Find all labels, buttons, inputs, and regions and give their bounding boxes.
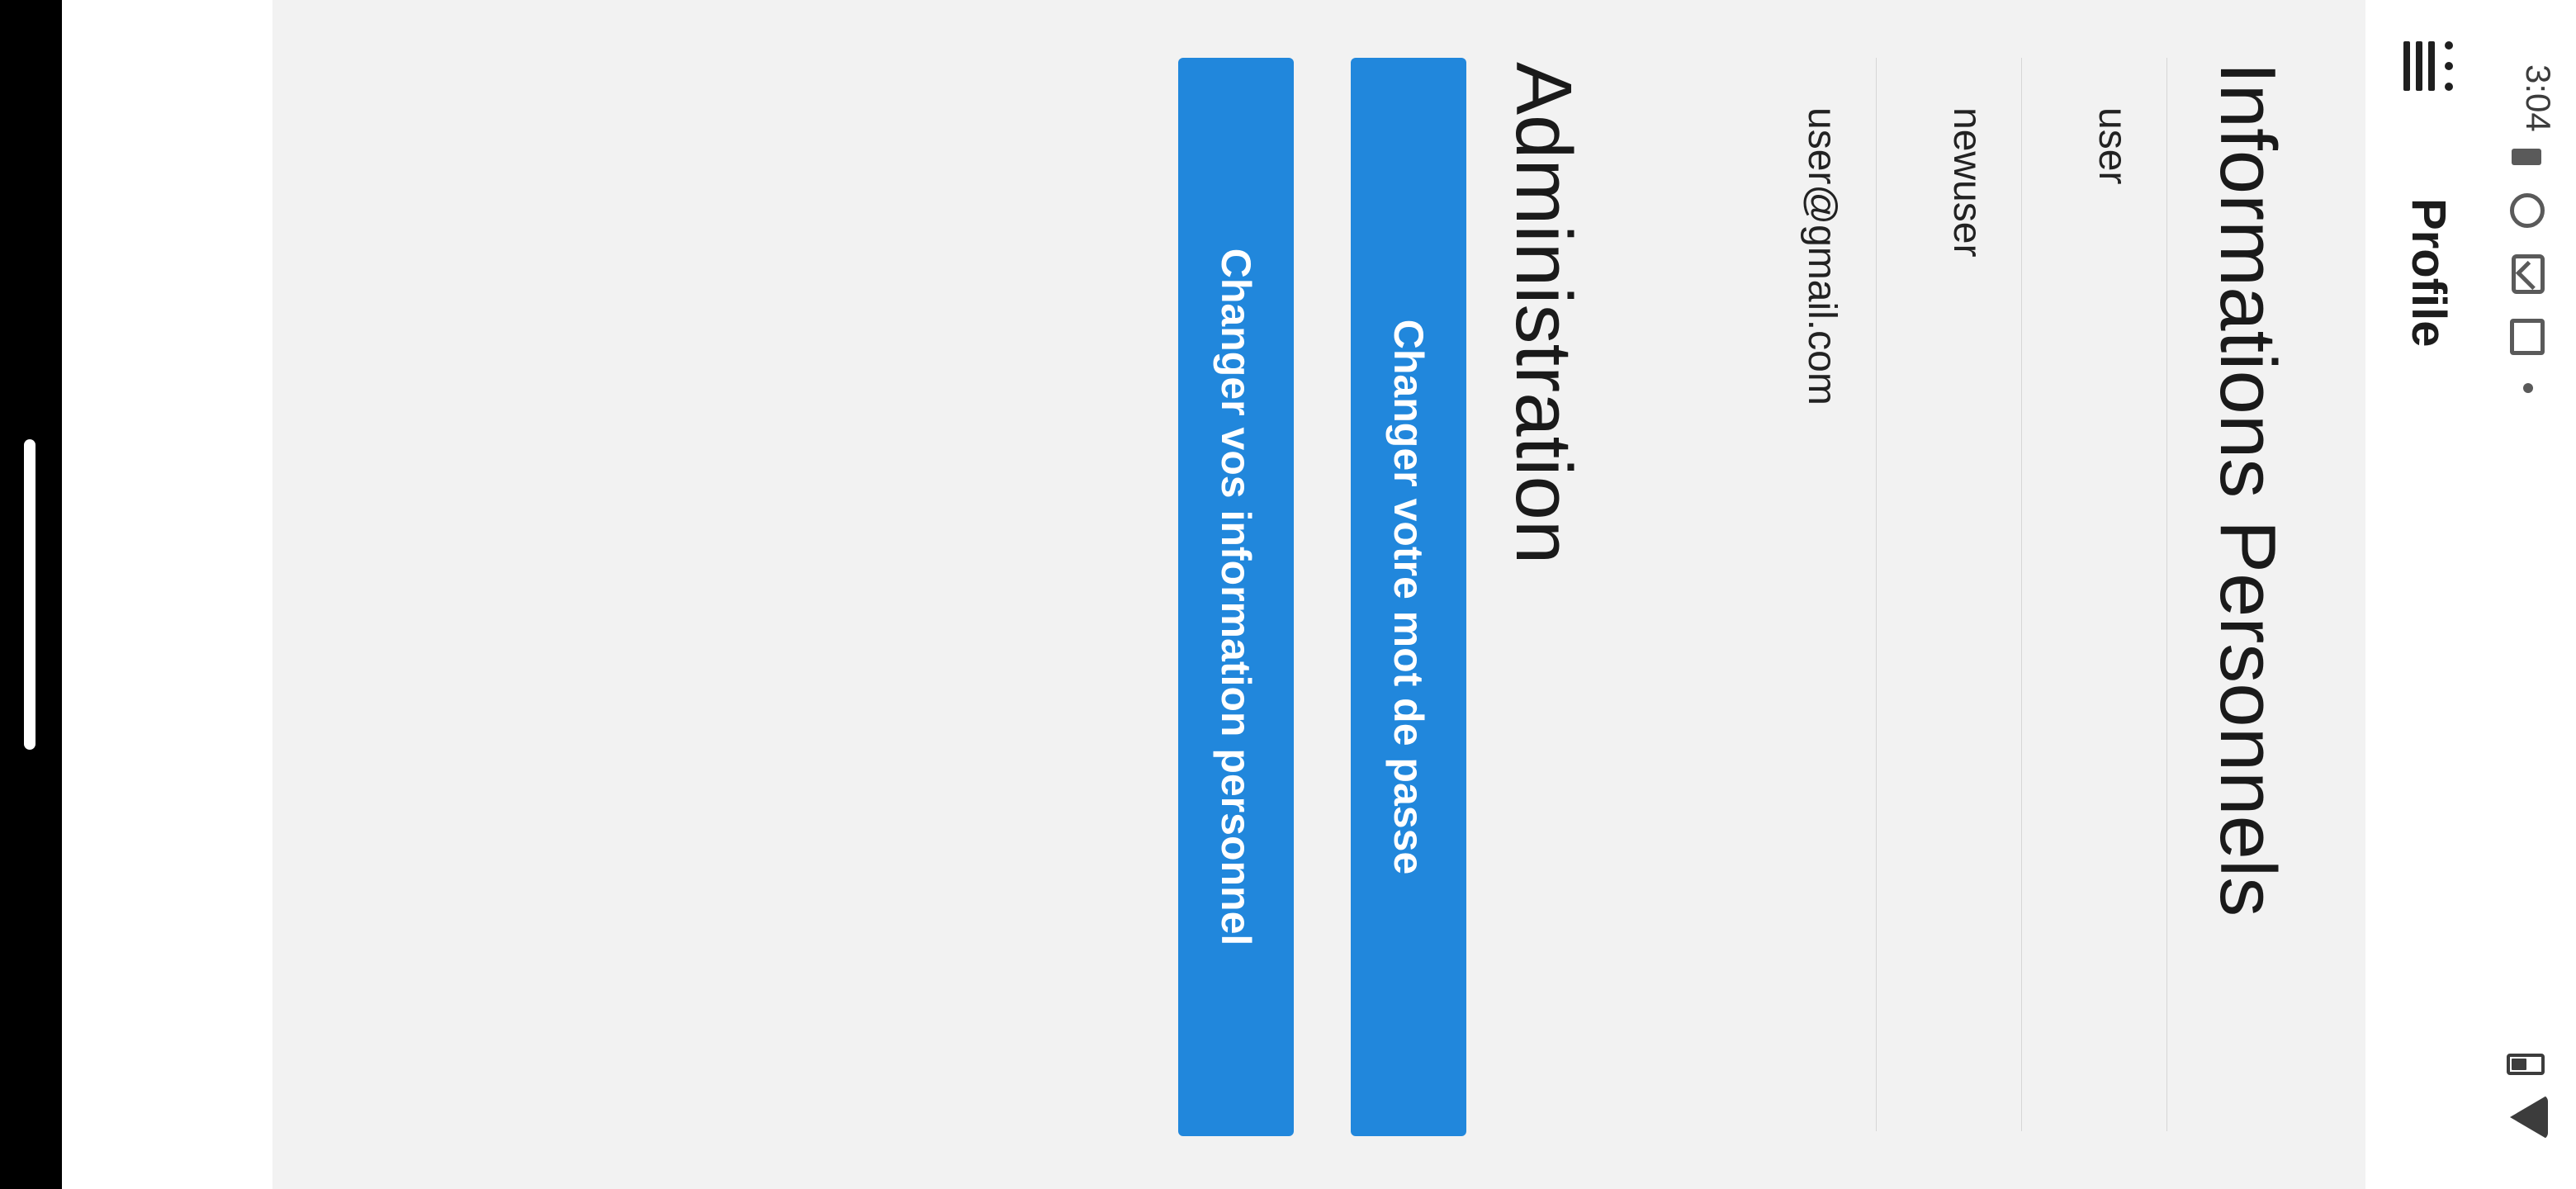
page-title: Profile — [2402, 198, 2455, 348]
menu-line — [2403, 41, 2410, 91]
wifi-icon — [2510, 1095, 2548, 1139]
change-info-button[interactable]: Changer vos information personnel — [1178, 58, 1294, 1136]
menu-icon[interactable] — [2403, 41, 2453, 91]
dot-icon — [2523, 383, 2533, 393]
battery-icon — [2507, 1054, 2545, 1075]
menu-line — [2428, 41, 2435, 91]
battery-saver-icon — [2512, 149, 2541, 165]
face-icon — [2510, 193, 2545, 228]
menu-line — [2416, 41, 2422, 91]
navigation-area — [62, 0, 272, 1189]
name-row: newuser — [1877, 58, 2022, 1131]
screen-share-icon — [2510, 319, 2545, 355]
menu-dot — [2445, 62, 2453, 70]
status-time: 3:04 — [2519, 64, 2558, 132]
email-value: user@gmail.com — [1800, 107, 1844, 405]
status-bar: 3:04 — [2489, 0, 2576, 1189]
username-row: user — [2022, 58, 2167, 1131]
menu-dot — [2445, 83, 2453, 91]
email-row: user@gmail.com — [1731, 58, 1877, 1131]
username-value: user — [2091, 107, 2134, 185]
app-header: Profile — [2365, 0, 2489, 1189]
administration-title: Administration — [1499, 62, 1588, 565]
change-password-button[interactable]: Changer votre mot de passe — [1351, 58, 1466, 1136]
navigation-bar — [0, 0, 62, 1189]
name-value: newuser — [1945, 107, 1989, 258]
gmail-icon — [2512, 254, 2545, 294]
home-handle[interactable] — [24, 439, 36, 750]
menu-dot — [2445, 41, 2453, 50]
profile-content: Informations Personnels user newuser use… — [272, 0, 2365, 1189]
personal-info-title: Informations Personnels — [2204, 62, 2292, 917]
